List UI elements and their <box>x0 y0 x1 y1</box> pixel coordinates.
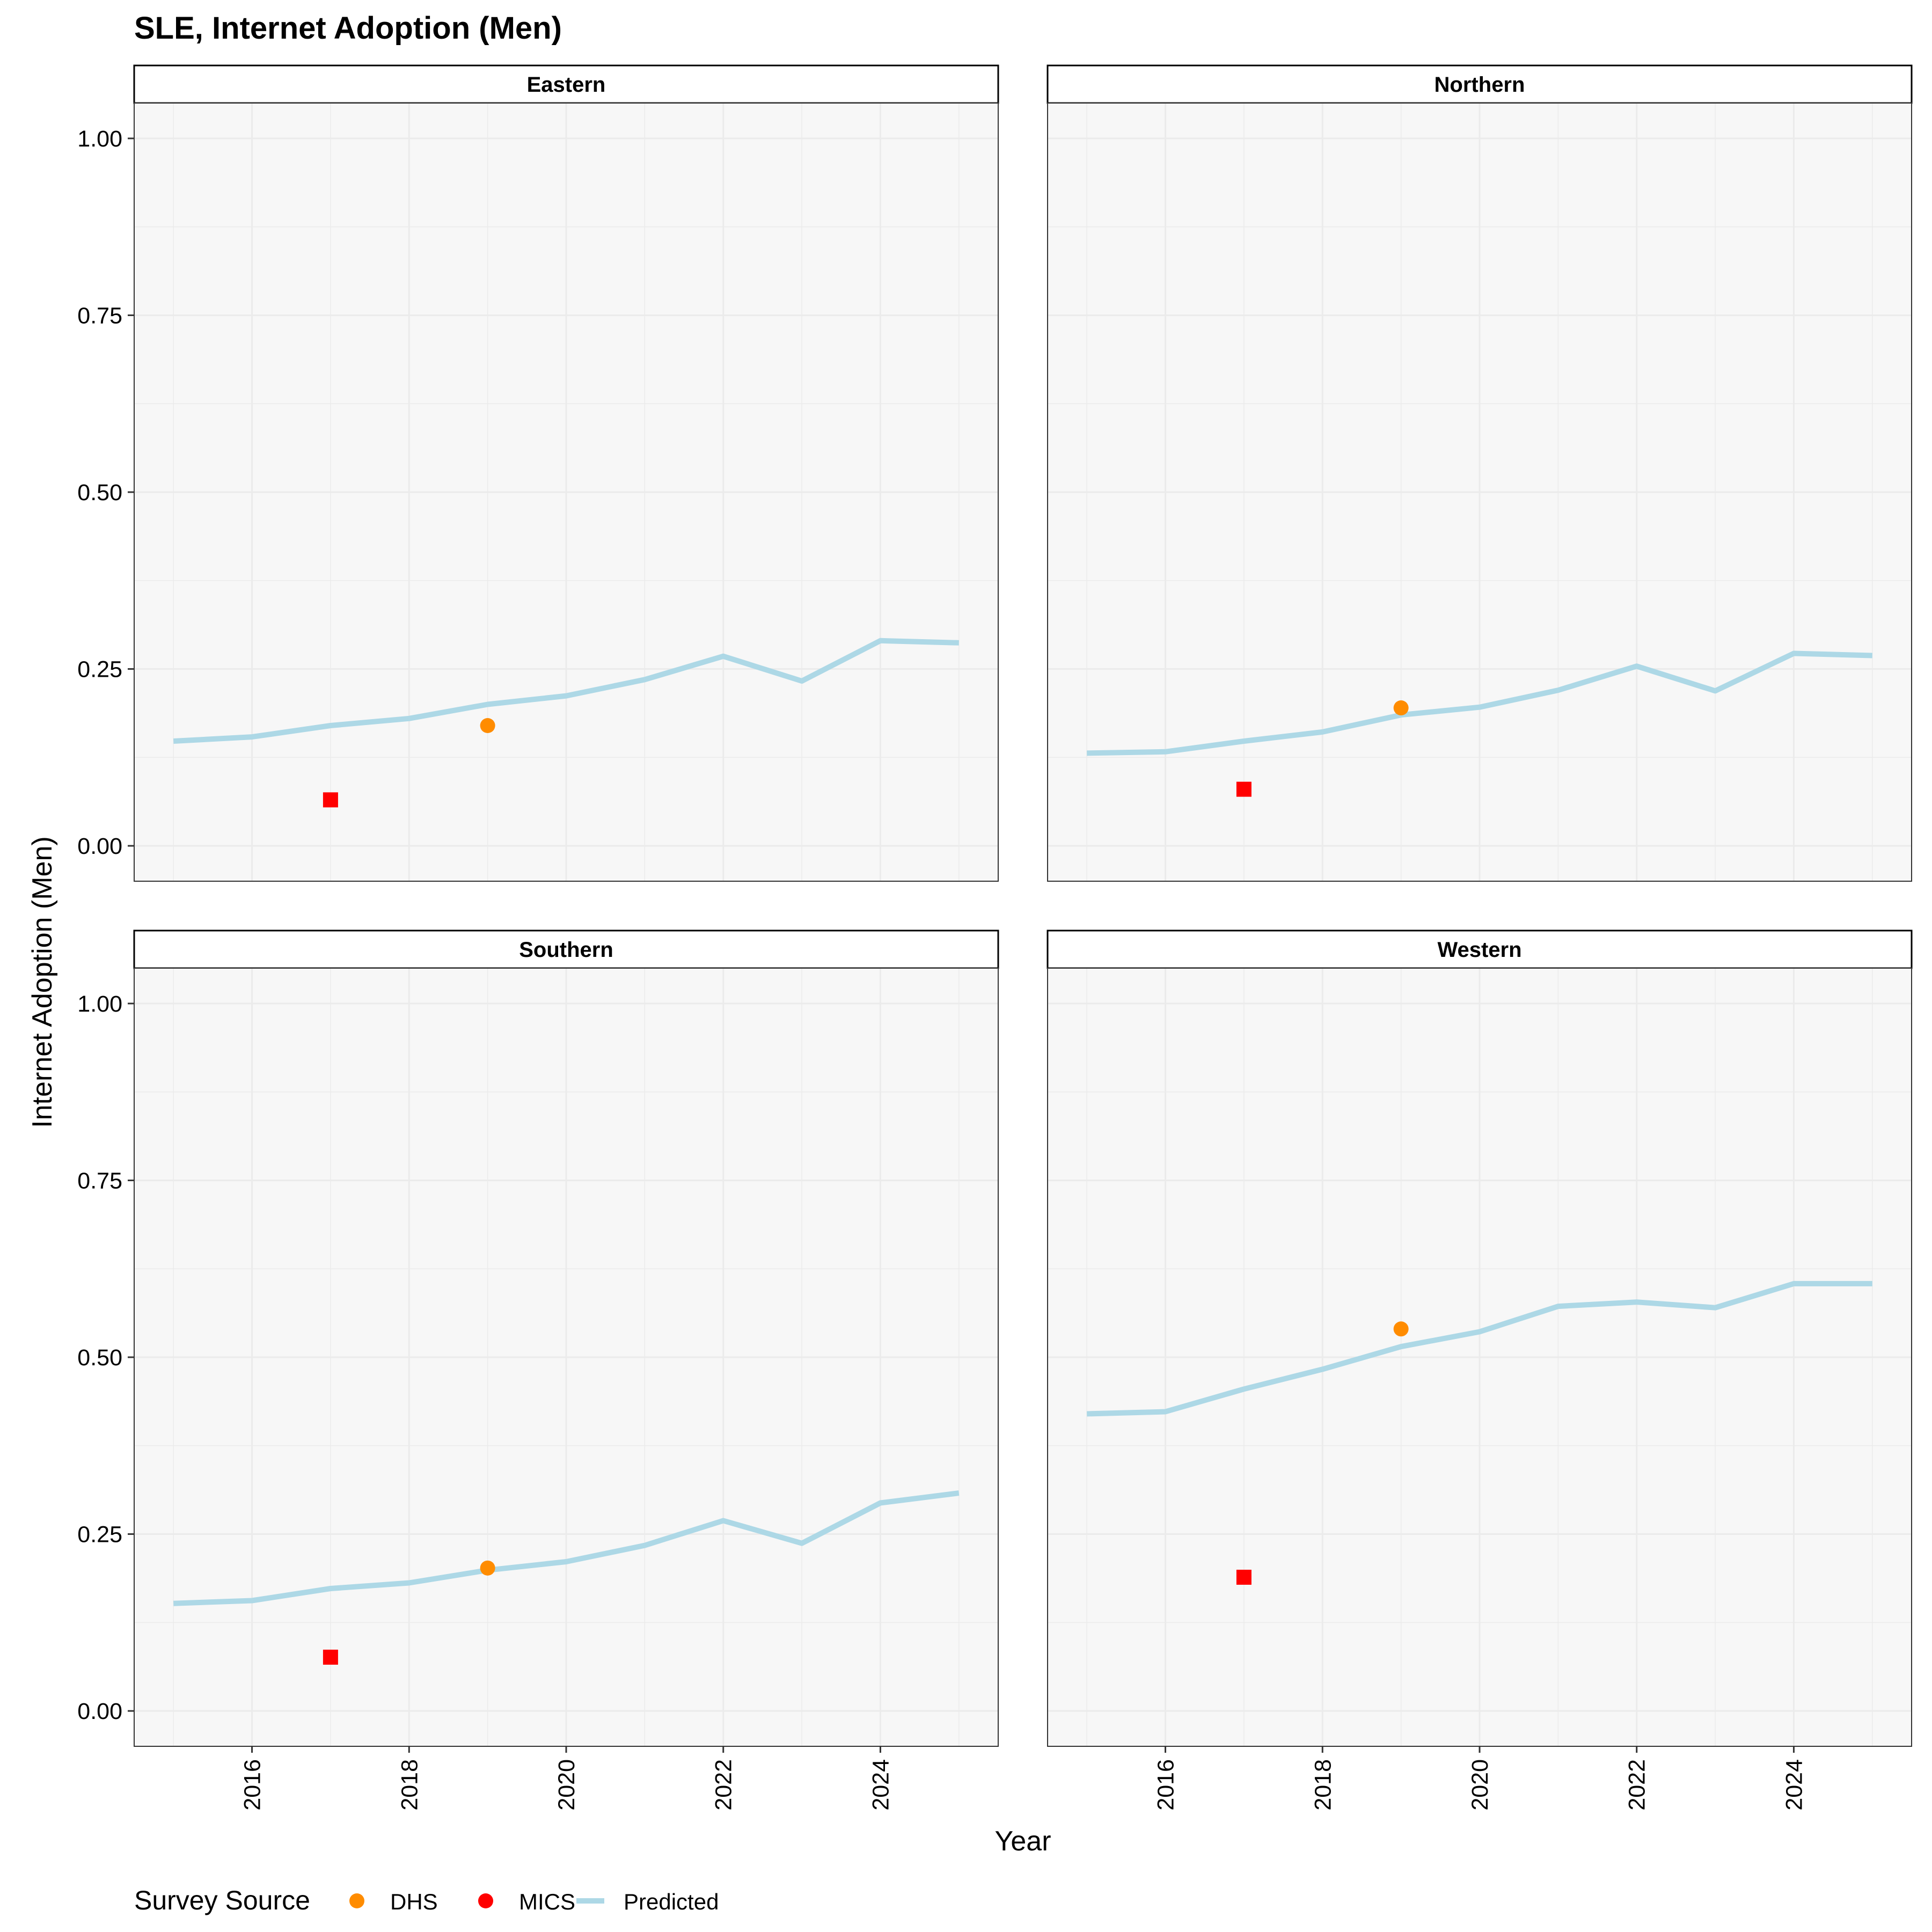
predicted-series-line <box>173 1490 960 1606</box>
legend-label: DHS <box>390 1889 438 1914</box>
panel-northern: Northern <box>1046 64 1913 882</box>
legend-key-point <box>349 1893 364 1908</box>
x-tick-label: 2016 <box>240 1759 266 1811</box>
legend-item-dhs: DHS <box>349 1889 438 1914</box>
y-tick-label: 0.00 <box>77 1699 122 1724</box>
x-tick-label: 2020 <box>1467 1759 1493 1811</box>
predicted-series-line <box>1087 650 1872 756</box>
y-axis-title: Internet Adoption (Men) <box>27 836 58 1128</box>
mics-point <box>1236 1569 1252 1585</box>
facet-label: Southern <box>519 938 613 962</box>
legend-item-predicted: Predicted <box>576 1889 719 1914</box>
predicted-series-line <box>1087 1280 1872 1417</box>
legend-title: Survey Source <box>134 1885 310 1915</box>
chart-title: SLE, Internet Adoption (Men) <box>134 11 562 46</box>
mics-point <box>323 792 338 808</box>
x-tick-label: 2020 <box>554 1759 580 1811</box>
legend-label: MICS <box>519 1889 575 1914</box>
panel-border <box>1047 103 1912 882</box>
panel-western: Western 2016 2018 2020 2022 2024 <box>1046 930 1913 1811</box>
facet-label: Western <box>1437 938 1521 962</box>
facet-label: Eastern <box>527 73 606 97</box>
mics-point <box>323 1649 338 1665</box>
dhs-point <box>480 718 495 733</box>
panel-eastern: Eastern 0.00 0.25 0.50 0.75 1.00 <box>77 64 999 882</box>
y-tick-label: 0.50 <box>77 1345 122 1371</box>
mics-point <box>1236 781 1252 797</box>
y-tick-label: 1.00 <box>77 991 122 1017</box>
facet-strip <box>133 930 999 969</box>
y-tick-label: 0.75 <box>77 303 122 328</box>
legend-key-point <box>478 1893 493 1908</box>
dhs-point <box>480 1560 495 1576</box>
y-tick-label: 0.75 <box>77 1168 122 1194</box>
legend-item-mics: MICS <box>478 1889 575 1914</box>
dhs-point <box>1393 700 1409 716</box>
x-tick-label: 2022 <box>711 1759 737 1811</box>
y-tick-label: 0.00 <box>77 833 122 859</box>
panel-southern: Southern 0.00 0.25 0.50 0.75 1.00 2016 2018 2020… <box>77 930 999 1811</box>
x-axis-title: Year <box>994 1826 1051 1857</box>
x-tick-label: 2024 <box>868 1759 894 1811</box>
y-tick-label: 0.25 <box>77 657 122 683</box>
y-tick-label: 0.50 <box>77 480 122 506</box>
x-tick-label: 2022 <box>1624 1759 1650 1811</box>
y-tick-label: 0.25 <box>77 1522 122 1548</box>
facet-strip <box>133 64 999 104</box>
predicted-series-line <box>173 638 959 744</box>
y-tick-label: 1.00 <box>77 126 122 152</box>
legend-label: Predicted <box>624 1889 719 1914</box>
legend: Survey Source DHS MICS Predicted <box>134 1885 719 1915</box>
x-tick-label: 2018 <box>1310 1759 1336 1811</box>
dhs-point <box>1393 1321 1409 1337</box>
x-tick-label: 2024 <box>1782 1759 1807 1811</box>
x-tick-label: 2016 <box>1153 1759 1179 1811</box>
panels-layer: Eastern 0.00 0.25 0.50 0.75 1.00 Northern South… <box>77 64 1913 1811</box>
facet-label: Northern <box>1435 73 1525 97</box>
x-tick-label: 2018 <box>397 1759 422 1811</box>
